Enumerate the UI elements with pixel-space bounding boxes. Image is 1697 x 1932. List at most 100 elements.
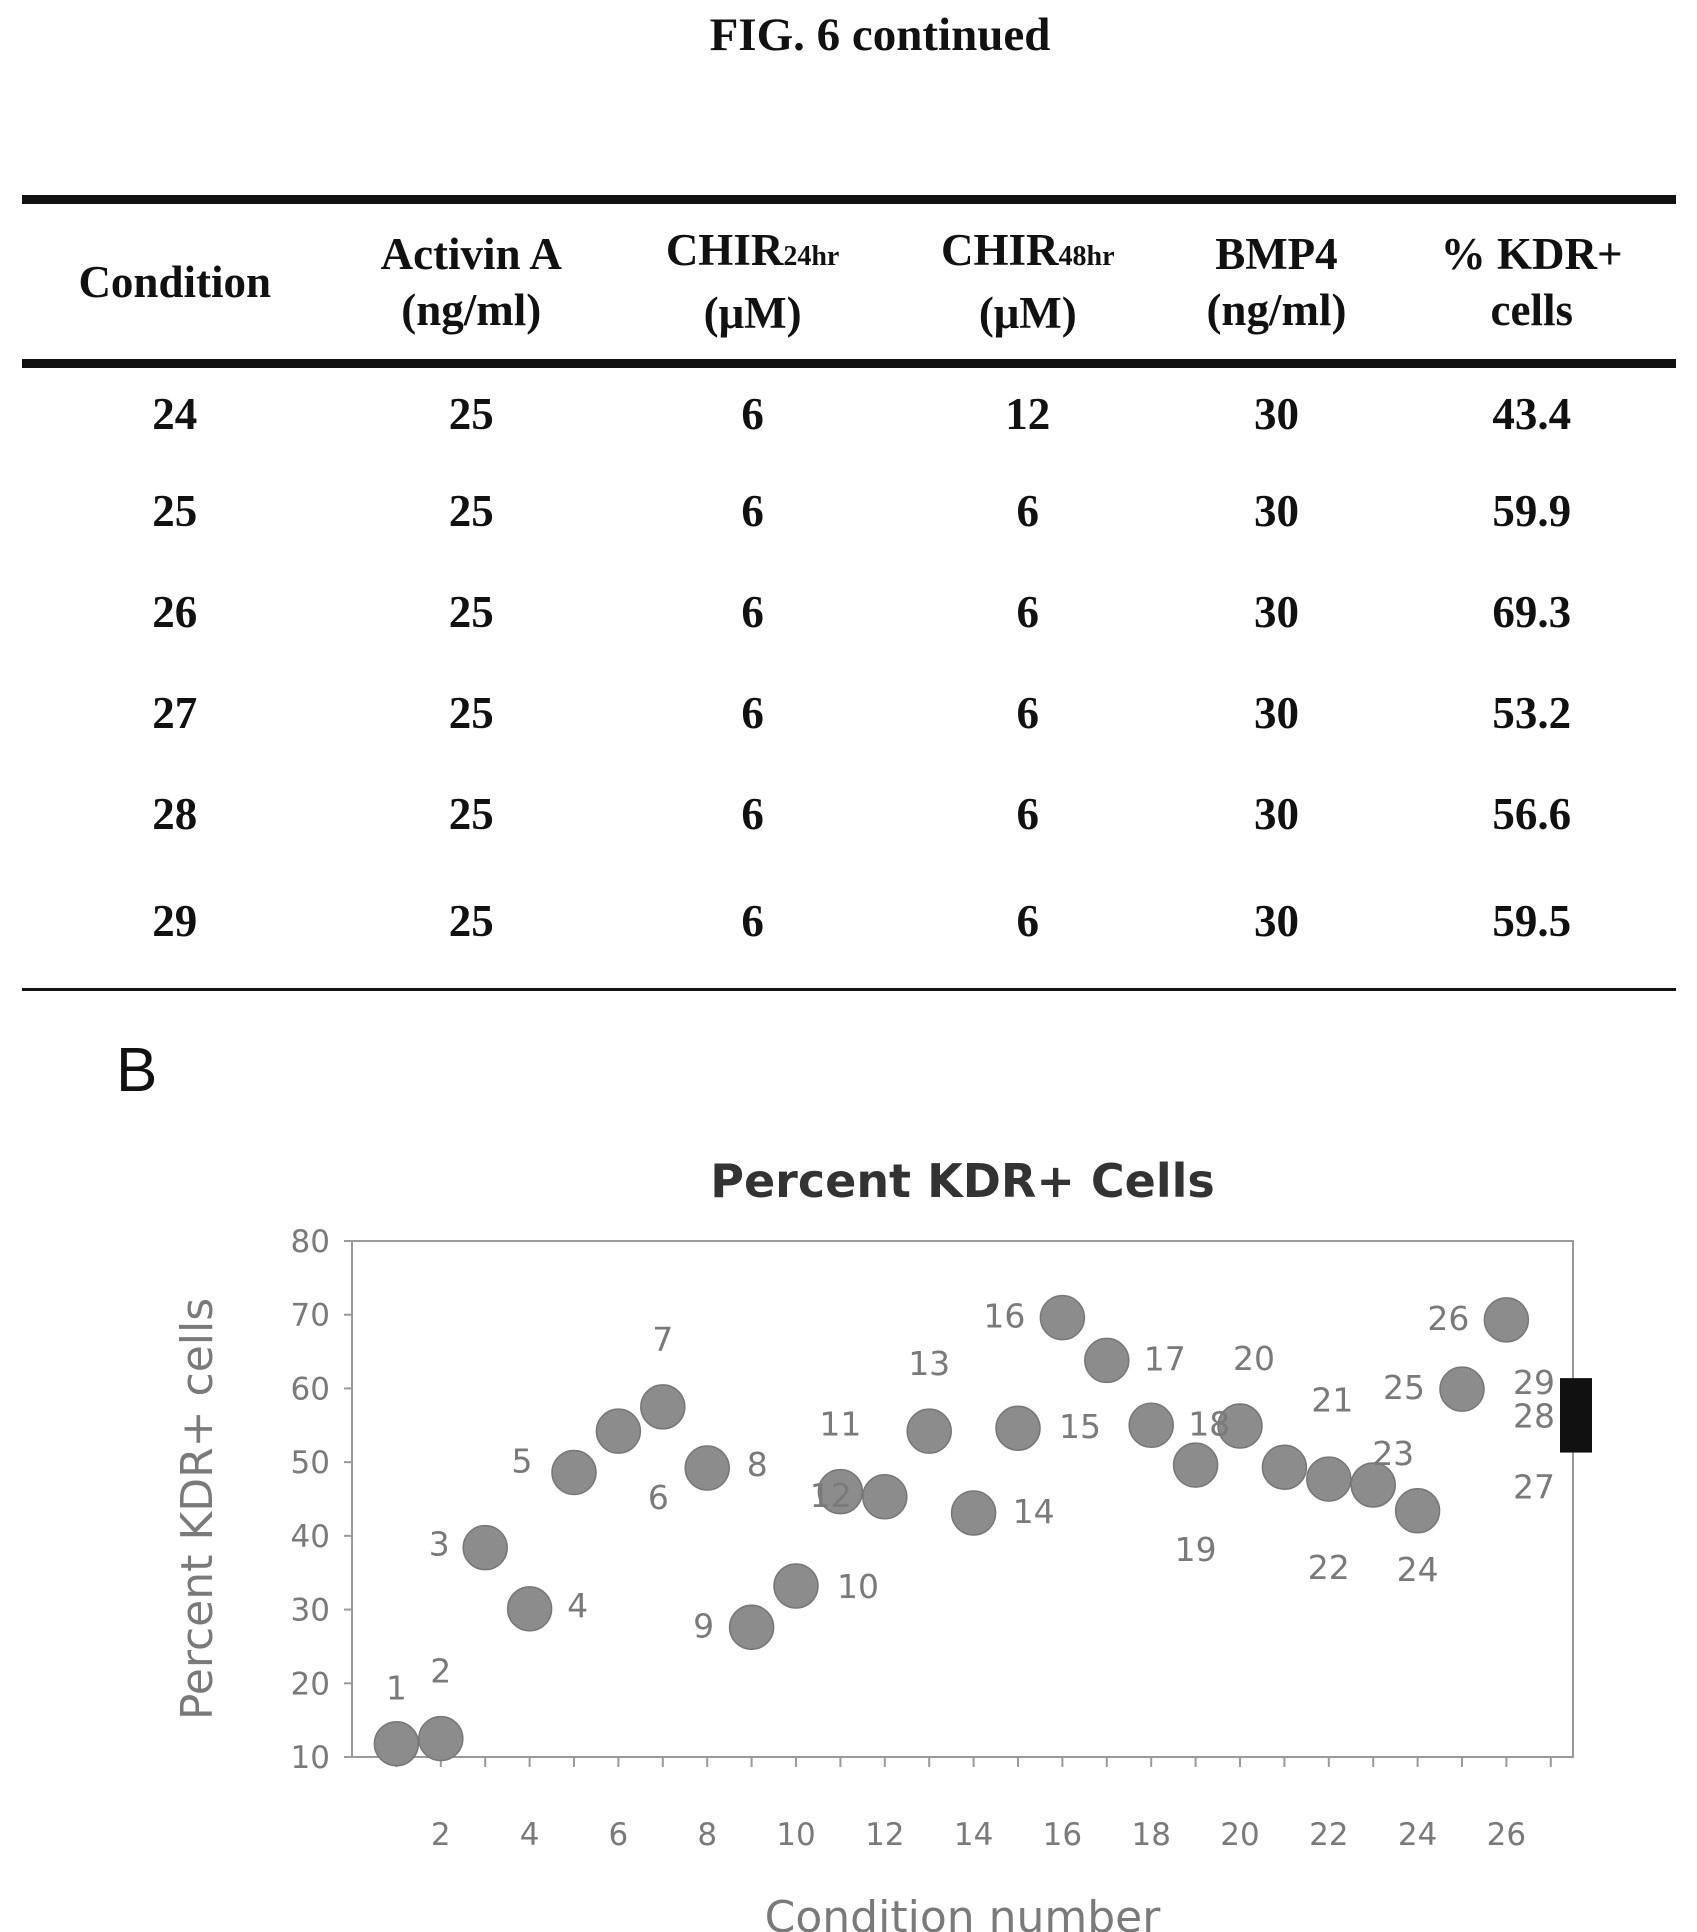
x-tick-label: 24	[1398, 1817, 1437, 1853]
point-label: 26	[1427, 1299, 1469, 1338]
column-header: Condition	[22, 200, 327, 364]
data-point	[1217, 1403, 1263, 1449]
table-cell: 69.3	[1492, 586, 1572, 637]
data-point	[418, 1715, 464, 1762]
point-label: 5	[512, 1441, 533, 1480]
table-row: 29 25 6 6 30 59.5	[22, 864, 1676, 990]
column-header: CHIR24hr (μM)	[615, 200, 890, 364]
column-header-line1: Activin A	[380, 228, 562, 279]
x-tick-label: 26	[1487, 1817, 1526, 1853]
table-row: 27 25 6 6 30 53.2	[22, 662, 1676, 763]
table-cell: 30	[1253, 896, 1299, 946]
table-cell: 6	[741, 586, 764, 637]
column-header-line2: (ng/ml)	[1206, 284, 1347, 335]
table-cell: 30	[1253, 788, 1299, 839]
x-tick-label: 14	[954, 1817, 993, 1853]
table-cell: 25	[448, 389, 494, 439]
table-cell: 30	[1253, 389, 1299, 439]
point-label: 24	[1397, 1550, 1439, 1589]
table-cell: 6	[741, 896, 764, 946]
data-point	[1128, 1402, 1174, 1449]
point-label: 20	[1233, 1339, 1275, 1378]
point-label: 18	[1188, 1404, 1230, 1443]
point-label: 2	[430, 1652, 451, 1691]
table-cell: 27	[152, 687, 198, 738]
column-header-subscript: 24hr	[783, 241, 840, 272]
point-label: 7	[652, 1320, 673, 1359]
x-tick-label: 6	[609, 1817, 629, 1853]
clipped-point-cluster	[1560, 1378, 1592, 1453]
data-point	[551, 1449, 597, 1496]
table-cell: 12	[1005, 389, 1051, 439]
table-cell: 6	[1016, 788, 1040, 839]
x-tick-label: 12	[865, 1817, 904, 1853]
table-cell: 25	[448, 788, 494, 839]
table-cell: 59.9	[1492, 485, 1572, 536]
y-tick-label: 50	[291, 1445, 330, 1481]
point-label: 8	[747, 1445, 768, 1484]
point-label: 23	[1372, 1434, 1414, 1473]
point-label: 19	[1175, 1530, 1217, 1569]
point-label: 11	[819, 1405, 861, 1444]
y-axis-label: Percent KDR+ cells	[172, 1298, 223, 1720]
point-label: 14	[1013, 1492, 1055, 1531]
data-point	[1394, 1488, 1441, 1534]
column-header-line2: (ng/ml)	[401, 284, 542, 335]
x-axis-label: Condition number	[765, 1892, 1162, 1932]
point-label: 21	[1311, 1380, 1353, 1419]
table-cell: 59.5	[1492, 896, 1572, 946]
table-cell: 25	[448, 485, 494, 536]
point-label: 28	[1513, 1396, 1555, 1435]
data-point	[506, 1586, 553, 1632]
point-label: 4	[567, 1586, 588, 1625]
table-row: 24 25 6 12 30 43.4	[22, 364, 1676, 461]
data-point	[1439, 1366, 1485, 1412]
table-cell: 6	[741, 485, 764, 536]
data-point	[1039, 1294, 1086, 1341]
point-label: 12	[810, 1476, 852, 1515]
column-header-line1: CHIR	[665, 225, 784, 275]
panel-label: B	[116, 1036, 158, 1105]
point-label: 29	[1513, 1363, 1555, 1402]
table-cell: 6	[1016, 485, 1040, 536]
table-cell: 30	[1253, 485, 1299, 536]
y-tick-label: 80	[291, 1224, 330, 1260]
conditions-table: Condition Activin A (ng/ml) CHIR24hr (μM) CHI…	[22, 195, 1676, 991]
column-header: BMP4 (ng/ml)	[1165, 200, 1387, 364]
data-point	[373, 1720, 420, 1767]
column-header-line2: (μM)	[703, 288, 802, 338]
figure-title: FIG. 6 continued	[709, 9, 1051, 61]
table-cell: 53.2	[1492, 687, 1572, 738]
x-tick-label: 8	[697, 1817, 717, 1853]
column-header-subscript: 48hr	[1058, 241, 1115, 272]
table-cell: 56.6	[1492, 788, 1572, 839]
point-label: 15	[1059, 1407, 1101, 1446]
column-header-line1: Condition	[78, 256, 272, 307]
data-point	[950, 1490, 997, 1536]
data-point	[773, 1563, 819, 1609]
table-cell: 6	[741, 687, 764, 738]
point-label: 10	[837, 1567, 879, 1606]
x-tick-label: 10	[776, 1817, 815, 1853]
x-tick-label: 2	[431, 1817, 451, 1853]
table-row: 28 25 6 6 30 56.6	[22, 763, 1676, 864]
y-tick-label: 60	[291, 1371, 330, 1407]
y-tick-label: 70	[291, 1298, 330, 1334]
x-tick-label: 20	[1220, 1817, 1259, 1853]
table-cell: 25	[152, 485, 198, 536]
point-label: 9	[693, 1606, 714, 1645]
column-header-line1: CHIR	[941, 225, 1059, 275]
table-cell: 28	[152, 788, 198, 839]
plot-area	[351, 1240, 1574, 1758]
column-header-line1: % KDR+	[1440, 228, 1623, 279]
table-cell: 6	[1016, 586, 1040, 637]
y-tick-label: 20	[291, 1666, 330, 1702]
point-label: 3	[429, 1525, 450, 1564]
data-point	[1084, 1337, 1130, 1384]
data-point	[1306, 1456, 1352, 1502]
table-cell: 43.4	[1492, 389, 1572, 439]
data-point	[1261, 1444, 1308, 1491]
point-label: 1	[386, 1669, 407, 1708]
table-cell: 24	[152, 389, 198, 439]
x-tick-label: 18	[1131, 1817, 1170, 1853]
